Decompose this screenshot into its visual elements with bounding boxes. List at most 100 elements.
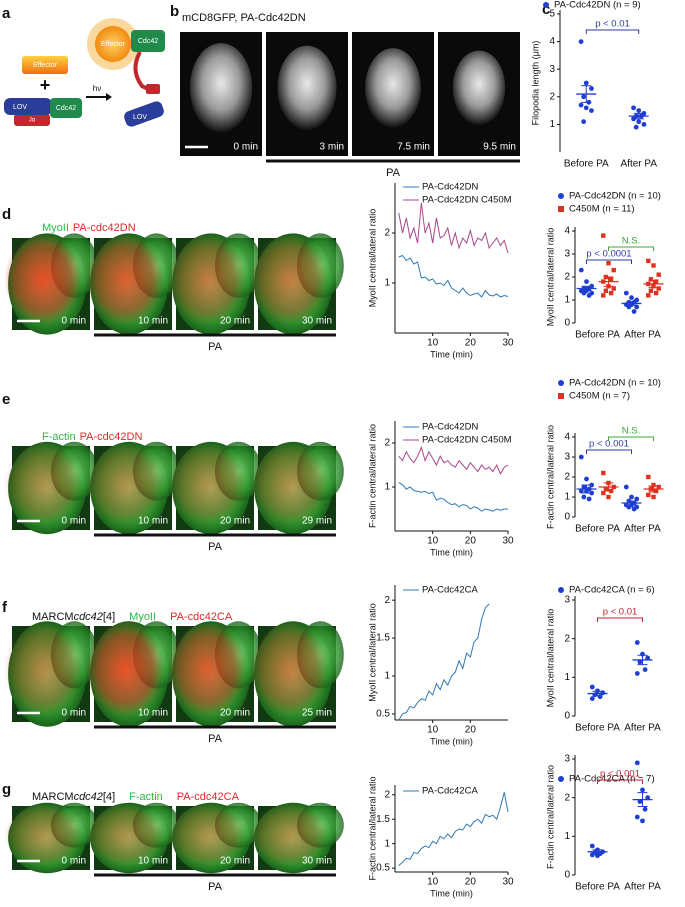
legend-label: PA-Cdc42CA bbox=[422, 585, 478, 596]
red-signal bbox=[168, 233, 247, 326]
data-point bbox=[641, 122, 647, 127]
x-tick-label: 30 bbox=[502, 877, 514, 888]
micrograph: 20 min bbox=[168, 233, 262, 335]
title-part: MARCM bbox=[32, 791, 74, 803]
y-tick-label: 2 bbox=[564, 472, 570, 483]
panel-title: mCD8GFP, PA-Cdc42DN bbox=[182, 12, 306, 24]
significance-bracket bbox=[585, 29, 640, 34]
y-tick-label: 1.5 bbox=[376, 814, 390, 825]
legend-label: C450M (n = 11) bbox=[569, 204, 635, 215]
data-point bbox=[637, 799, 643, 804]
data-point bbox=[581, 494, 587, 500]
data-point bbox=[581, 119, 587, 125]
y-tick-label: 2 bbox=[384, 789, 390, 800]
time-label: 0 min bbox=[62, 708, 86, 719]
panel-title: MARCMcdc42[4] F-actin PA-cdc42CA bbox=[32, 791, 240, 803]
time-label: 30 min bbox=[302, 316, 332, 327]
x-tick-label: Before PA bbox=[575, 882, 620, 893]
data-point bbox=[601, 490, 606, 496]
pa-label: PA bbox=[208, 881, 223, 893]
time-label: 20 min bbox=[220, 856, 250, 867]
y-tick-label: 1 bbox=[564, 672, 570, 683]
title-part: F-actin bbox=[42, 431, 76, 443]
time-label: 10 min bbox=[138, 708, 168, 719]
data-point bbox=[631, 309, 637, 314]
y-tick-label: 0 bbox=[564, 870, 570, 881]
y-axis-label: F-actin central/lateral ratio bbox=[545, 765, 555, 869]
data-point bbox=[606, 261, 611, 266]
panel-label: d bbox=[2, 206, 11, 223]
data-point bbox=[646, 474, 651, 480]
error-bar bbox=[626, 500, 637, 506]
significance-bracket bbox=[608, 246, 654, 251]
y-tick-label: 1 bbox=[564, 831, 570, 842]
data-point bbox=[623, 484, 629, 490]
data-point bbox=[606, 494, 611, 500]
x-tick-label: 20 bbox=[465, 338, 477, 349]
y-tick-label: 1 bbox=[564, 295, 570, 306]
y-tick-label: 0.5 bbox=[376, 863, 390, 874]
time-label: 9.5 min bbox=[483, 142, 516, 153]
data-point bbox=[636, 119, 642, 125]
red-signal bbox=[250, 621, 329, 718]
data-point bbox=[581, 94, 587, 100]
x-tick-label: 20 bbox=[465, 536, 477, 547]
error-bar bbox=[581, 484, 592, 494]
y-tick-label: 4 bbox=[549, 36, 555, 47]
red-signal bbox=[168, 802, 247, 867]
legend-label: PA-Cdc42DN (n = 10) bbox=[569, 378, 661, 389]
data-point bbox=[623, 290, 629, 296]
panel-label: a bbox=[2, 5, 11, 22]
micrograph: 7.5 min bbox=[352, 32, 434, 156]
significance-label: p < 0.0001 bbox=[586, 249, 631, 260]
y-axis-label: MyoII central/lateral ratio bbox=[545, 228, 555, 327]
x-tick-label: 30 bbox=[502, 338, 514, 349]
diagram-label: Cdc42 bbox=[138, 38, 158, 45]
linker bbox=[133, 51, 151, 92]
data-point bbox=[653, 488, 659, 494]
time-label: 25 min bbox=[302, 708, 332, 719]
cdc42-box bbox=[131, 30, 165, 52]
data-point bbox=[608, 290, 614, 296]
data-point bbox=[651, 263, 656, 268]
diagram-label: hν bbox=[93, 84, 101, 93]
red-signal bbox=[4, 441, 83, 526]
significance-label: N.S. bbox=[622, 426, 640, 437]
red-signal bbox=[4, 621, 83, 718]
title-part: PA-cdc42CA bbox=[177, 791, 240, 803]
legend-label: PA-Cdc42DN bbox=[422, 182, 478, 193]
data-point bbox=[603, 288, 609, 293]
panel-label: e bbox=[2, 391, 10, 408]
y-tick-label: 3 bbox=[564, 249, 570, 260]
title-part: PA-cdc42DN bbox=[73, 222, 136, 234]
x-tick-label: 20 bbox=[465, 725, 477, 736]
y-tick-label: 1 bbox=[549, 119, 555, 130]
data-point bbox=[645, 655, 651, 661]
title-part: cdc42 bbox=[74, 611, 103, 623]
x-tick-label: After PA bbox=[624, 723, 661, 734]
red-signal bbox=[168, 621, 247, 718]
legend-label: PA-Cdc42DN bbox=[422, 422, 478, 433]
title-part: [4] bbox=[103, 791, 115, 803]
micrograph: 0 min bbox=[180, 32, 262, 156]
series-line bbox=[398, 254, 509, 298]
panel-label: c bbox=[542, 1, 550, 18]
y-axis-label: MyoII central/lateral ratio bbox=[545, 609, 555, 708]
data-point bbox=[634, 496, 640, 502]
y-tick-label: 5 bbox=[549, 9, 555, 20]
pa-label: PA bbox=[208, 733, 223, 745]
red-signal bbox=[86, 802, 165, 867]
micrograph: 3 min bbox=[266, 32, 348, 156]
data-point bbox=[603, 486, 609, 492]
x-tick-label: 10 bbox=[427, 338, 439, 349]
panel-label: b bbox=[170, 3, 179, 20]
significance-bracket bbox=[586, 259, 632, 264]
panel-title: F-actin PA-cdc42DN bbox=[42, 431, 142, 443]
y-axis-label: MyoII central/lateral ratio bbox=[367, 209, 377, 308]
y-tick-label: 3 bbox=[564, 754, 570, 765]
y-tick-label: 2 bbox=[549, 91, 555, 102]
data-point bbox=[656, 484, 661, 490]
data-point bbox=[578, 102, 584, 108]
micrograph: 20 min bbox=[168, 621, 262, 727]
error-bar bbox=[581, 285, 592, 292]
